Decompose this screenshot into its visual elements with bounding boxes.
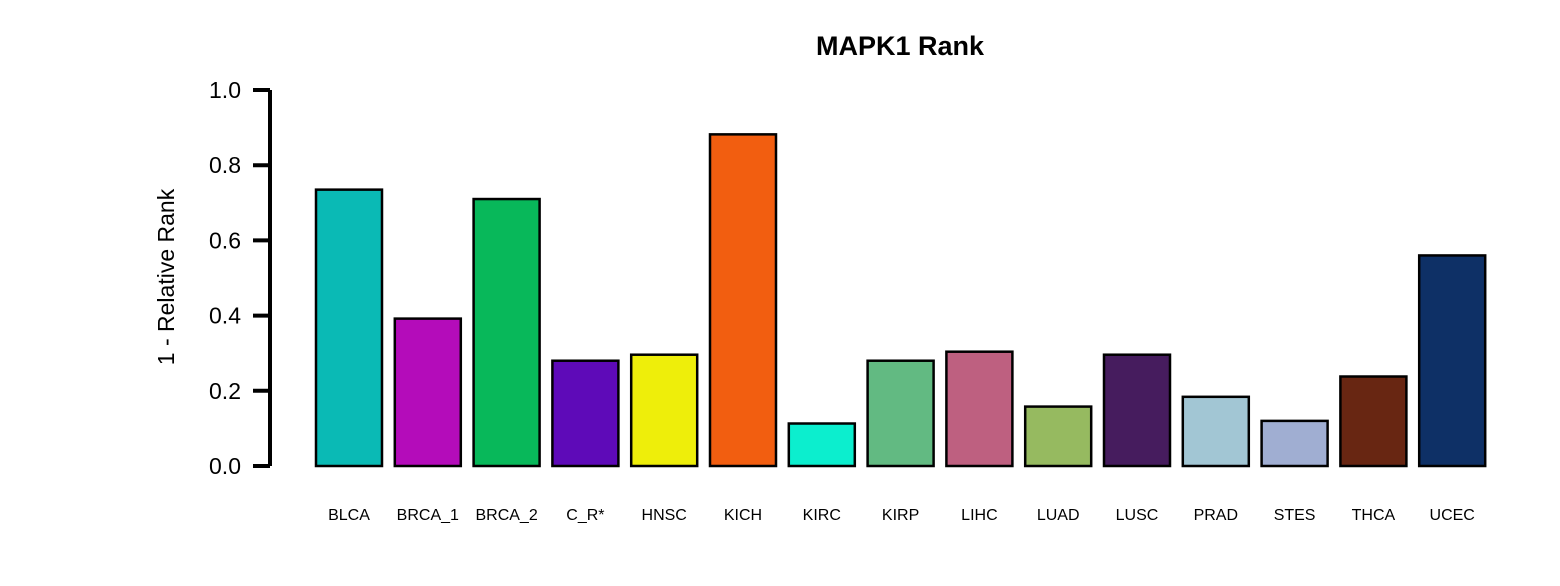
bar-kirp bbox=[866, 359, 935, 468]
y-tick-label: 0.4 bbox=[209, 303, 241, 329]
bar-kirc bbox=[787, 422, 857, 468]
y-axis-label: 1 - Relative Rank bbox=[153, 188, 179, 365]
bar-blca bbox=[314, 188, 384, 468]
x-tick-label: BRCA_1 bbox=[397, 507, 459, 524]
bar-c-r bbox=[551, 359, 620, 468]
bar-luad bbox=[1023, 405, 1093, 468]
x-tick-label: LIHC bbox=[961, 507, 997, 524]
x-tick-label: KIRC bbox=[803, 507, 841, 524]
bars bbox=[314, 133, 1487, 468]
x-tick-label: PRAD bbox=[1194, 507, 1238, 524]
y-tick-label: 0.2 bbox=[209, 378, 241, 404]
bar-brca-2 bbox=[472, 197, 541, 468]
bar-ucec bbox=[1417, 254, 1487, 468]
y-tick-label: 0.8 bbox=[209, 152, 241, 178]
y-tick-label: 0.0 bbox=[209, 453, 241, 479]
bar-hnsc bbox=[629, 353, 699, 468]
bar-kich bbox=[708, 133, 778, 468]
x-tick-label: BRCA_2 bbox=[475, 507, 537, 524]
bar-lihc bbox=[945, 350, 1014, 468]
x-tick-label: LUSC bbox=[1116, 507, 1159, 524]
bar-brca-1 bbox=[393, 317, 463, 468]
bar-lusc bbox=[1102, 353, 1172, 468]
bar-stes bbox=[1260, 419, 1329, 468]
x-tick-label: HNSC bbox=[642, 507, 687, 524]
y-axis: 0.0 0.2 0.4 0.6 0.8 1.0 bbox=[209, 77, 272, 479]
x-tick-label: LUAD bbox=[1037, 507, 1080, 524]
bar-thca bbox=[1339, 375, 1408, 468]
x-tick-label: C_R* bbox=[566, 507, 604, 524]
bar-prad bbox=[1181, 395, 1251, 468]
x-tick-label: UCEC bbox=[1430, 507, 1475, 524]
y-tick-label: 0.6 bbox=[209, 227, 241, 253]
x-tick-label: BLCA bbox=[328, 507, 370, 524]
chart-title: MAPK1 Rank bbox=[816, 31, 985, 61]
x-tick-label: KIRP bbox=[882, 507, 919, 524]
x-axis-labels: BLCA BRCA_1 BRCA_2 C_R* HNSC KICH KIRC KIRP LIHC… bbox=[328, 507, 1475, 524]
x-tick-label: THCA bbox=[1352, 507, 1396, 524]
x-tick-label: KICH bbox=[724, 507, 762, 524]
y-tick-label: 1.0 bbox=[209, 77, 241, 103]
x-tick-label: STES bbox=[1274, 507, 1316, 524]
